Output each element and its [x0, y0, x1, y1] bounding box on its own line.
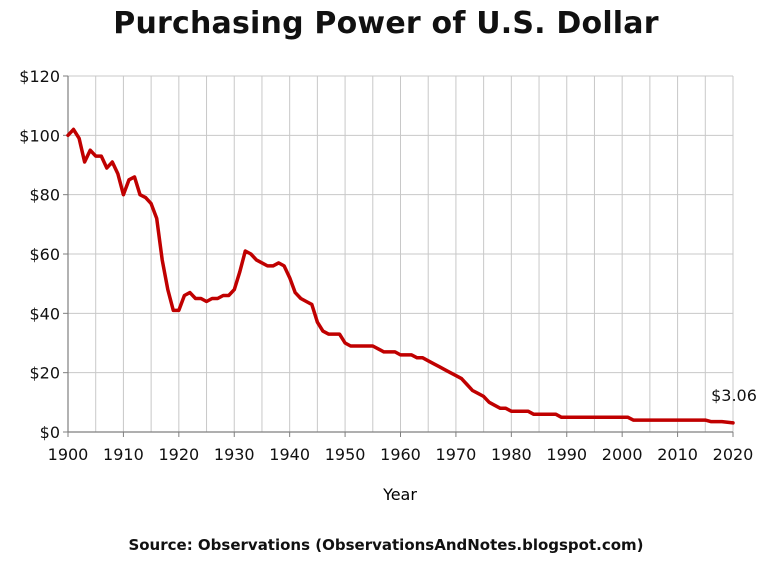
x-tick-label: 1980 [491, 445, 532, 464]
x-tick-label: 1970 [436, 445, 477, 464]
y-tick-label: $80 [29, 186, 60, 205]
x-tick-label: 1940 [269, 445, 310, 464]
x-tick-label: 2020 [713, 445, 754, 464]
x-tick-label: 1910 [103, 445, 144, 464]
x-tick-label: 1990 [546, 445, 587, 464]
y-tick-label: $40 [29, 304, 60, 323]
x-axis-label: Year [382, 485, 417, 504]
y-tick-label: $60 [29, 245, 60, 264]
x-tick-label: 1900 [48, 445, 89, 464]
source-note: Source: Observations (ObservationsAndNot… [128, 536, 644, 554]
grid [67, 75, 734, 433]
y-tick-label: $120 [19, 67, 60, 86]
chart-title: Purchasing Power of U.S. Dollar [113, 6, 659, 41]
x-tick-label: 2000 [602, 445, 643, 464]
series-line [66, 127, 735, 425]
series-layer [66, 127, 735, 425]
x-tick-label: 1920 [158, 445, 199, 464]
end-value-annotation: $3.06 [711, 386, 757, 405]
y-tick-label: $100 [19, 126, 60, 145]
x-tick-label: 1950 [325, 445, 366, 464]
y-tick-label: $20 [29, 364, 60, 383]
x-tick-label: 2010 [657, 445, 698, 464]
y-tick-label: $0 [40, 423, 60, 442]
x-tick-label: 1960 [380, 445, 421, 464]
x-tick-label: 1930 [214, 445, 255, 464]
tick-labels: $0 $20 $40 $60 $80 $100 $120 1900 1910 1920 1930 19… [19, 67, 753, 464]
